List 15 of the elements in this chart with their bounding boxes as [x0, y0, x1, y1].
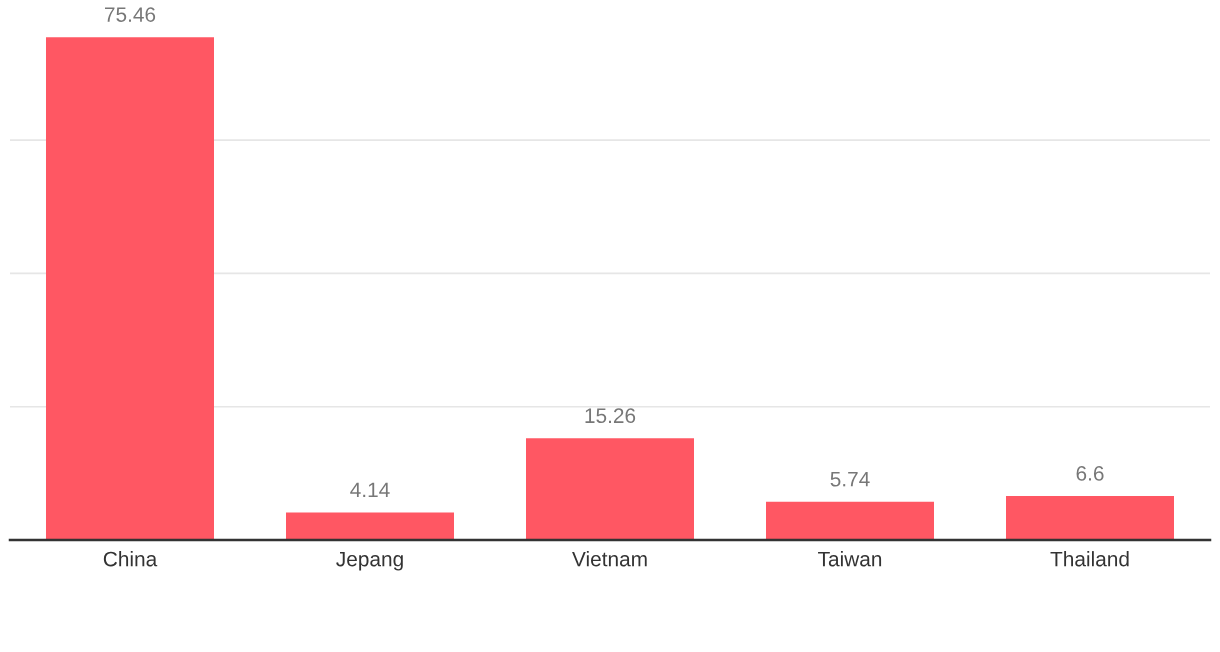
data-label: 75.46	[105, 7, 156, 22]
x-tick-label: Thailand	[1050, 551, 1129, 567]
bar	[1006, 496, 1174, 540]
bar	[526, 438, 694, 540]
x-tick-label: China	[103, 551, 158, 567]
bar	[46, 37, 214, 540]
data-label: 5.74	[830, 471, 870, 487]
data-label: 15.26	[585, 408, 636, 424]
data-label: 6.6	[1076, 466, 1104, 481]
x-tick-label: Jepang	[336, 551, 403, 571]
bar	[766, 501, 934, 540]
x-tick-label: Vietnam	[572, 551, 647, 567]
x-tick-label: Taiwan	[818, 551, 882, 567]
bar	[286, 512, 454, 540]
data-label: 4.14	[350, 482, 390, 497]
